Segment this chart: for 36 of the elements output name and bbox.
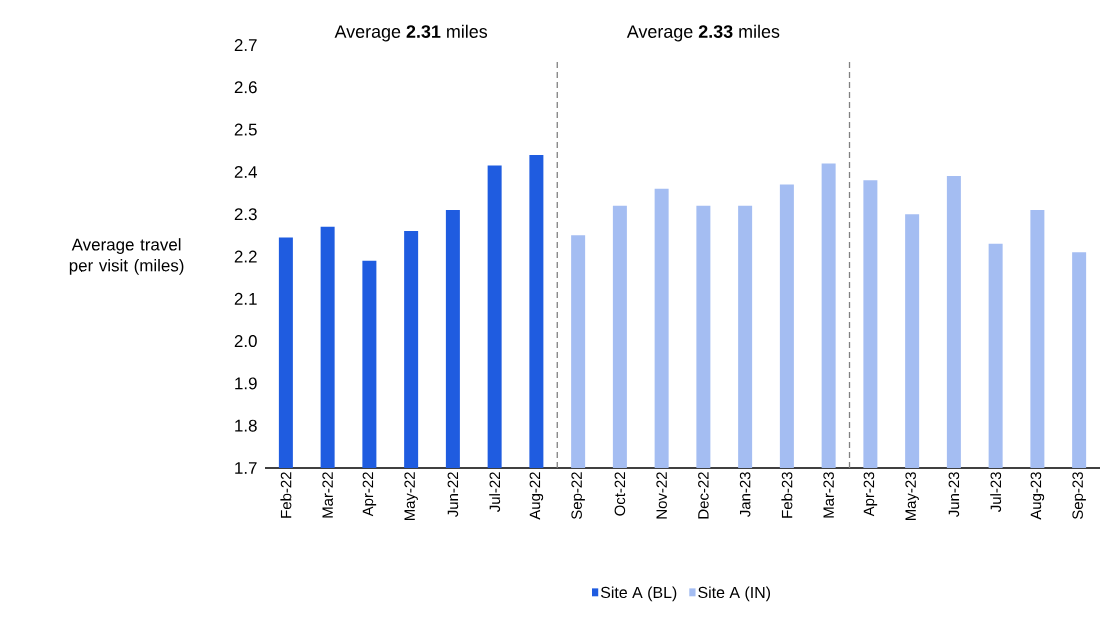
y-tick-label: 2.5 [234, 123, 257, 136]
x-tick-label: Aug-23 [1030, 472, 1045, 520]
x-tick-label: Mar-23 [823, 472, 834, 518]
y-tick-label: 1.9 [235, 377, 257, 390]
y-tick-label: 2.6 [234, 81, 257, 94]
y-tick-label: 2.3 [234, 208, 257, 221]
x-tick-label: May-22 [404, 472, 418, 521]
x-tick-label: Oct-22 [614, 472, 626, 516]
y-tick-label: 2.1 [234, 292, 257, 305]
text: Average 2.31 miles [334, 24, 488, 42]
x-tick-label: Jan-23 [739, 472, 751, 517]
y-tick-label: 2.2 [234, 250, 257, 263]
x-tick-label: Feb-22 [280, 472, 292, 518]
y-tick-label: 1.7 [235, 462, 257, 474]
x-tick-label: Sep-23 [1072, 472, 1086, 520]
x-tick-label: Jun-23 [948, 472, 960, 517]
y-tick-label: 2.4 [234, 165, 257, 178]
x-tick-label: Apr-22 [362, 472, 377, 517]
x-tick-label: Aug-22 [529, 472, 544, 520]
y-tick-label: 1.8 [235, 419, 257, 432]
legend-label: Site A (IN) [698, 586, 771, 602]
x-tick-label: Jun-22 [447, 472, 459, 517]
x-tick-label: Nov-22 [656, 472, 667, 519]
x-tick-label: Feb-23 [781, 472, 793, 518]
y-tick-label: 2.0 [234, 335, 257, 348]
text: Average 2.33 miles [626, 24, 780, 42]
x-tick-label: Jul-23 [990, 472, 1002, 512]
x-tick-label: May-23 [905, 472, 919, 521]
y-tick-label: 2.7 [234, 39, 257, 51]
y-axis-title: Average travel per visit (miles) [69, 238, 184, 275]
x-tick-label: Mar-22 [322, 472, 333, 518]
legend-label: Site A (BL) [600, 586, 677, 602]
x-tick-label: Sep-22 [571, 472, 585, 520]
x-tick-label: Apr-23 [863, 472, 878, 517]
x-tick-label: Jul-22 [489, 472, 501, 512]
x-tick-label: Dec-22 [698, 472, 709, 519]
